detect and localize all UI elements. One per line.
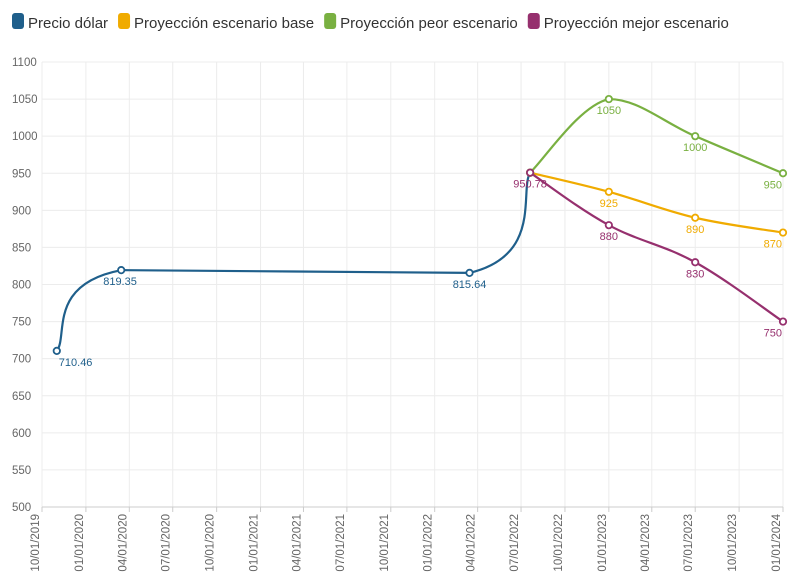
legend-label-4: Proyección mejor escenario: [544, 15, 729, 32]
legend-swatch-2: [118, 13, 131, 29]
series-line-2: [529, 171, 785, 234]
series-2-label-4: 870: [764, 239, 782, 251]
y-tick-label-600: 600: [12, 428, 31, 440]
series-1-label-3: 815.64: [453, 279, 487, 291]
x-tick-label-8: 07/01/2021: [335, 514, 347, 572]
x-tick-label-10: 01/01/2022: [423, 514, 435, 572]
series-2-point-4[interactable]: [778, 228, 788, 237]
series-1-point-2[interactable]: [117, 266, 126, 275]
y-tick-label-500: 500: [12, 502, 31, 514]
series-4-point-4[interactable]: [778, 317, 788, 326]
series-4-label-3: 830: [686, 268, 704, 280]
y-tick-label-1000: 1000: [12, 131, 38, 143]
data-labels: 710.46 819.35 815.64 925 890 870 1050 1000 950 95…: [59, 105, 782, 369]
legend: Precio dólar Proyección escenario base Pro…: [12, 13, 729, 32]
series-1-point-1[interactable]: [52, 346, 61, 356]
x-tick-label-13: 10/01/2022: [553, 514, 565, 572]
y-tick-label-800: 800: [12, 280, 31, 292]
legend-label-2: Proyección escenario base: [134, 15, 314, 32]
legend-label-1: Precio dólar: [28, 15, 108, 32]
series-line-3: [529, 97, 785, 175]
grid: [41, 61, 784, 508]
x-tick-label-4: 07/01/2020: [161, 514, 173, 572]
series-2-point-3[interactable]: [691, 213, 700, 222]
x-tick-label-6: 01/01/2021: [249, 514, 261, 572]
legend-swatch-4: [527, 13, 540, 29]
series-1-point-3[interactable]: [465, 268, 474, 278]
x-tick-label-14: 01/01/2023: [597, 514, 609, 572]
series-3-point-2[interactable]: [604, 94, 613, 104]
x-tick-label-9: 10/01/2021: [379, 514, 391, 572]
y-axis: 500 550 600 650 700 750 800 850 900 950 1000 1050 11…: [12, 57, 38, 514]
legend-swatch-3: [324, 13, 337, 29]
x-tick-label-2: 01/01/2020: [74, 514, 86, 572]
series-4-label-4: 750: [764, 328, 782, 340]
y-tick-label-1050: 1050: [12, 94, 38, 106]
series-2-label-2: 925: [600, 198, 618, 210]
legend-label-3: Proyección peor escenario: [340, 15, 518, 32]
y-tick-label-1100: 1100: [12, 57, 37, 69]
x-tick-label-16: 07/01/2023: [683, 514, 695, 572]
x-tick-label-7: 04/01/2021: [291, 514, 303, 572]
x-tick-label-18: 01/01/2024: [771, 513, 783, 571]
series-4-label-1: 950.78: [513, 179, 547, 191]
x-tick-label-1: 10/01/2019: [30, 514, 42, 572]
x-tick-label-12: 07/01/2022: [509, 514, 521, 572]
series-3-point-3[interactable]: [691, 132, 700, 141]
y-tick-label-950: 950: [12, 168, 31, 180]
x-tick-label-3: 04/01/2020: [117, 514, 129, 572]
series-3-label-4: 950: [764, 179, 782, 191]
series-4-point-1[interactable]: [526, 168, 535, 177]
series-3-label-2: 1050: [597, 105, 621, 117]
series-4-label-2: 880: [600, 231, 618, 243]
x-tick-label-11: 04/01/2022: [466, 514, 478, 572]
y-tick-label-900: 900: [12, 205, 31, 217]
series-3-label-3: 1000: [683, 142, 707, 154]
series-2-label-3: 890: [686, 224, 704, 236]
y-tick-label-700: 700: [12, 354, 31, 366]
series-2-point-2[interactable]: [604, 187, 613, 196]
series-line-1: [55, 171, 532, 353]
y-tick-label-750: 750: [12, 317, 31, 329]
series-4-point-3[interactable]: [691, 258, 700, 267]
y-tick-label-550: 550: [12, 465, 31, 477]
x-tick-label-5: 10/01/2020: [205, 514, 217, 572]
series-lines: [55, 97, 785, 353]
x-tick-label-17: 10/01/2023: [727, 514, 739, 572]
x-axis: 10/01/2019 01/01/2020 04/01/2020 07/01/2020…: [30, 506, 784, 572]
series-1-label-2: 819.35: [103, 276, 137, 288]
y-tick-label-650: 650: [12, 391, 31, 403]
y-tick-label-850: 850: [12, 242, 31, 254]
series-1-label-1: 710.46: [59, 357, 93, 369]
series-markers: [52, 94, 788, 356]
series-4-point-2[interactable]: [604, 221, 613, 230]
series-3-point-4[interactable]: [778, 169, 788, 178]
legend-swatch-1: [12, 13, 24, 29]
x-tick-label-15: 04/01/2023: [640, 514, 652, 572]
series-line-4: [529, 171, 785, 323]
